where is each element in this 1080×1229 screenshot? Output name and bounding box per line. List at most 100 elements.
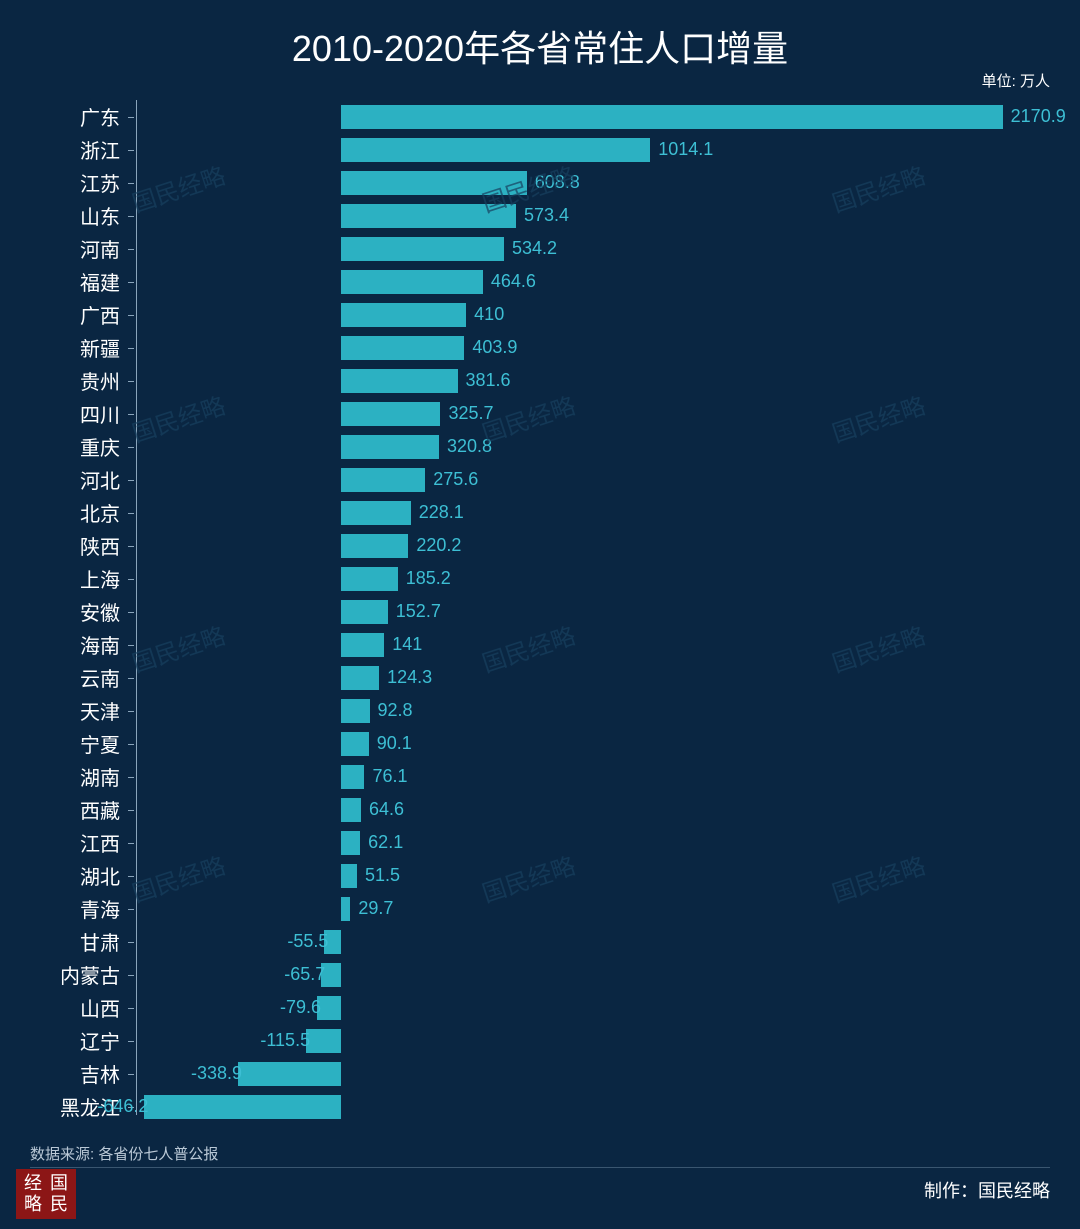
bar [341, 105, 1002, 129]
bar-row: 浙江 1014.1 [40, 133, 1050, 166]
bar-zone: 141 [128, 628, 1050, 661]
bar-zone: 64.6 [128, 793, 1050, 826]
category-label: 甘肃 [40, 927, 128, 956]
maker-label: 制作：国民经略 [924, 1177, 1050, 1203]
value-label: 381.6 [466, 370, 511, 391]
bar-zone: 51.5 [128, 859, 1050, 892]
category-label: 河北 [40, 465, 128, 494]
bar-row: 湖南76.1 [40, 760, 1050, 793]
bar-row: 吉林-338.9 [40, 1057, 1050, 1090]
bar [341, 798, 361, 822]
bar-zone: 534.2 [128, 232, 1050, 265]
bar [341, 765, 364, 789]
value-label: 76.1 [372, 766, 407, 787]
value-label: 141 [392, 634, 422, 655]
bar [341, 303, 466, 327]
category-label: 青海 [40, 894, 128, 923]
bar-row: 江苏 608.8 [40, 166, 1050, 199]
value-label: -338.9 [191, 1063, 242, 1084]
category-label: 安徽 [40, 597, 128, 626]
value-label: 320.8 [447, 436, 492, 457]
chart-area: 广东2170.9浙江1014.1江苏608.8山东573.4河南534.2福建4… [40, 100, 1050, 1109]
bar-zone: 325.7 [128, 397, 1050, 430]
bar-zone: 29.7 [128, 892, 1050, 925]
bar [341, 600, 388, 624]
value-label: 152.7 [396, 601, 441, 622]
value-label: 62.1 [368, 832, 403, 853]
bar [341, 501, 410, 525]
category-label: 宁夏 [40, 729, 128, 758]
bar-zone: 381.6 [128, 364, 1050, 397]
axis-tick [136, 1109, 137, 1115]
bar-zone: -646.2 [128, 1090, 1050, 1123]
bar-row: 宁夏 90.1 [40, 727, 1050, 760]
bar-zone: 228.1 [128, 496, 1050, 529]
bar-zone: -65.7 [128, 958, 1050, 991]
value-label: 464.6 [491, 271, 536, 292]
value-label: -79.6 [280, 997, 321, 1018]
bar-zone: 152.7 [128, 595, 1050, 628]
bar-zone: 2170.9 [128, 100, 1050, 133]
bar-row: 内蒙古 -65.7 [40, 958, 1050, 991]
category-label: 湖北 [40, 861, 128, 890]
bar [341, 468, 425, 492]
category-label: 北京 [40, 498, 128, 527]
chart-title: 2010-2020年各省常住人口增量 [0, 0, 1080, 72]
bar [341, 138, 650, 162]
bar [341, 897, 350, 921]
logo-char: 民 [46, 1195, 72, 1215]
category-label: 河南 [40, 234, 128, 263]
value-label: 64.6 [369, 799, 404, 820]
bar-zone: 275.6 [128, 463, 1050, 496]
logo-char: 经 [20, 1174, 46, 1194]
bar-zone: -55.5 [128, 925, 1050, 958]
category-label: 福建 [40, 267, 128, 296]
category-label: 浙江 [40, 135, 128, 164]
bar-zone: 1014.1 [128, 133, 1050, 166]
footer-divider [30, 1167, 1050, 1168]
bar [341, 402, 440, 426]
category-label: 广东 [40, 102, 128, 131]
value-label: -646.2 [97, 1096, 148, 1117]
bar-row: 天津92.8 [40, 694, 1050, 727]
bar-zone: 464.6 [128, 265, 1050, 298]
logo-char: 略 [20, 1195, 46, 1215]
bar [341, 633, 384, 657]
category-label: 贵州 [40, 366, 128, 395]
value-label: 1014.1 [658, 139, 713, 160]
bar-row: 北京228.1 [40, 496, 1050, 529]
value-label: -65.7 [284, 964, 325, 985]
bar-row: 新疆403.9 [40, 331, 1050, 364]
category-label: 江苏 [40, 168, 128, 197]
bar-row: 湖北51.5 [40, 859, 1050, 892]
bar [341, 732, 368, 756]
chart-container: 2010-2020年各省常住人口增量 单位: 万人 广东2170.9浙江1014… [0, 0, 1080, 1229]
bar [341, 864, 357, 888]
value-label: 2170.9 [1011, 106, 1066, 127]
bar [238, 1062, 341, 1086]
category-label: 辽宁 [40, 1026, 128, 1055]
bar-row: 辽宁-115.5 [40, 1024, 1050, 1057]
value-label: 90.1 [377, 733, 412, 754]
bar-zone: 320.8 [128, 430, 1050, 463]
bar-row: 海南141 [40, 628, 1050, 661]
bar-zone: 62.1 [128, 826, 1050, 859]
bar-zone: 185.2 [128, 562, 1050, 595]
value-label: 275.6 [433, 469, 478, 490]
bar [341, 534, 408, 558]
category-label: 山西 [40, 993, 128, 1022]
category-label: 内蒙古 [40, 960, 128, 989]
category-label: 天津 [40, 696, 128, 725]
value-label: 410 [474, 304, 504, 325]
bar-zone: 90.1 [128, 727, 1050, 760]
value-label: 608.8 [535, 172, 580, 193]
bar-zone: 92.8 [128, 694, 1050, 727]
value-label: 534.2 [512, 238, 557, 259]
bar [341, 369, 457, 393]
bar-row: 福建 464.6 [40, 265, 1050, 298]
publisher-logo: 经 国 略 民 [16, 1169, 76, 1219]
value-label: 29.7 [358, 898, 393, 919]
bar [341, 270, 483, 294]
bar-row: 广东2170.9 [40, 100, 1050, 133]
bar-row: 贵州 381.6 [40, 364, 1050, 397]
